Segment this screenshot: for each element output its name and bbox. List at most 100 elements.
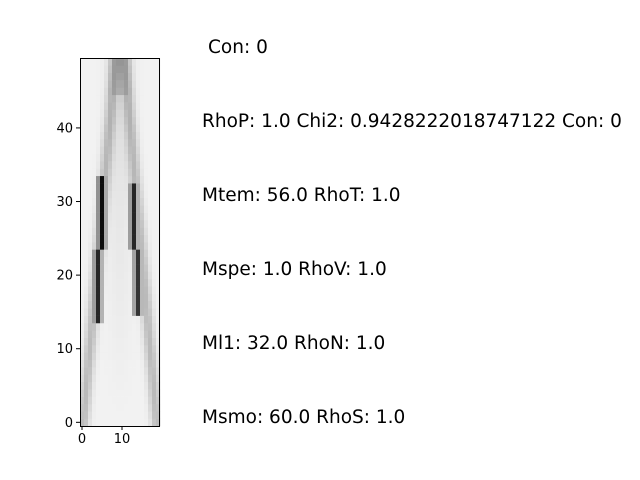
heatmap-cell — [124, 381, 129, 390]
heatmap-cell — [88, 102, 93, 110]
heatmap-cell — [108, 293, 113, 302]
heatmap-cell — [104, 183, 109, 191]
heatmap-cell — [108, 138, 113, 147]
heatmap-cell — [108, 278, 113, 287]
heatmap-cell — [128, 219, 133, 228]
heatmap-cell — [80, 330, 85, 338]
heatmap-cell — [96, 124, 101, 132]
heatmap-cell — [108, 381, 113, 390]
heatmap-cell — [128, 278, 133, 287]
heatmap-cell — [144, 337, 149, 346]
heatmap-cell — [112, 116, 117, 125]
heatmap-cell — [124, 124, 129, 132]
heatmap-cell — [144, 212, 149, 221]
heatmap-cell — [96, 330, 101, 338]
heatmap-cell — [96, 322, 101, 331]
heatmap-cell — [124, 352, 129, 361]
heatmap-cell — [120, 322, 125, 331]
heatmap-cell — [100, 389, 105, 397]
heatmap-cell — [144, 102, 149, 110]
heatmap-cell — [96, 374, 101, 383]
heatmap-cell — [140, 367, 145, 375]
heatmap-cell — [92, 352, 97, 361]
heatmap-cell — [104, 161, 109, 169]
heatmap-cell — [128, 80, 133, 88]
heatmap-cell — [128, 168, 133, 177]
heatmap-cell — [144, 359, 149, 368]
heatmap-cell — [80, 352, 85, 361]
heatmap-cell — [104, 234, 109, 243]
heatmap-cell — [104, 374, 109, 383]
heatmap-cell — [84, 234, 89, 243]
heatmap-cell — [88, 65, 93, 74]
heatmap-cell — [96, 219, 101, 228]
heatmap-cell — [92, 72, 97, 81]
heatmap-cell — [120, 227, 125, 235]
heatmap-cell — [108, 58, 113, 66]
heatmap-cell — [104, 418, 109, 427]
heatmap-cell — [104, 367, 109, 375]
heatmap-cell — [92, 102, 97, 110]
heatmap-cell — [140, 403, 145, 412]
heatmap-cell — [124, 227, 129, 235]
heatmap-cell — [152, 278, 157, 287]
heatmap-cell — [88, 183, 93, 191]
heatmap-cell — [116, 330, 121, 338]
heatmap-cell — [124, 168, 129, 177]
heatmap-cell — [116, 286, 121, 294]
heatmap-cell — [156, 359, 161, 368]
heatmap-cell — [100, 264, 105, 272]
heatmap-cell — [104, 65, 109, 74]
heatmap-cell — [132, 219, 137, 228]
heatmap-cell — [84, 337, 89, 346]
heatmap-cell — [108, 256, 113, 265]
heatmap-cell — [116, 72, 121, 81]
heatmap-cell — [84, 94, 89, 103]
heatmap-cell — [124, 94, 129, 103]
heatmap-cell — [124, 264, 129, 272]
heatmap-cell — [92, 227, 97, 235]
heatmap-cell — [80, 80, 85, 88]
heatmap-cell — [144, 58, 149, 66]
heatmap-cell — [124, 161, 129, 169]
heatmap-cell — [112, 352, 117, 361]
heatmap-cell — [128, 242, 133, 250]
heatmap-cell — [104, 352, 109, 361]
heatmap-cell — [148, 58, 153, 66]
heatmap-cell — [88, 330, 93, 338]
heatmap-cell — [144, 197, 149, 206]
heatmap-cell — [104, 271, 109, 280]
heatmap-cell — [128, 175, 133, 184]
heatmap-cell — [100, 94, 105, 103]
heatmap-cell — [128, 212, 133, 221]
heatmap-cell — [136, 411, 141, 419]
heatmap-cell — [104, 94, 109, 103]
heatmap-cell — [136, 374, 141, 383]
heatmap-cell — [96, 94, 101, 103]
heatmap-cell — [108, 190, 113, 199]
heatmap-cell — [120, 116, 125, 125]
heatmap-cell — [116, 183, 121, 191]
heatmap-cell — [84, 87, 89, 96]
heatmap-cell — [116, 374, 121, 383]
heatmap-cell — [124, 286, 129, 294]
heatmap-cell — [96, 205, 101, 213]
heatmap-cell — [96, 286, 101, 294]
heatmap-cell — [100, 293, 105, 302]
heatmap-cell — [108, 161, 113, 169]
heatmap-cell — [96, 256, 101, 265]
heatmap-cell — [80, 161, 85, 169]
heatmap-cell — [84, 300, 89, 309]
heatmap-cell — [92, 190, 97, 199]
heatmap-cell — [92, 242, 97, 250]
heatmap-cell — [148, 286, 153, 294]
heatmap-cell — [80, 168, 85, 177]
heatmap-cell — [88, 72, 93, 81]
heatmap-cell — [124, 389, 129, 397]
heatmap-cell — [92, 418, 97, 427]
heatmap-cell — [116, 337, 121, 346]
heatmap-cell — [84, 131, 89, 140]
heatmap-cell — [112, 80, 117, 88]
heatmap-cell — [112, 418, 117, 427]
heatmap-cell — [108, 411, 113, 419]
